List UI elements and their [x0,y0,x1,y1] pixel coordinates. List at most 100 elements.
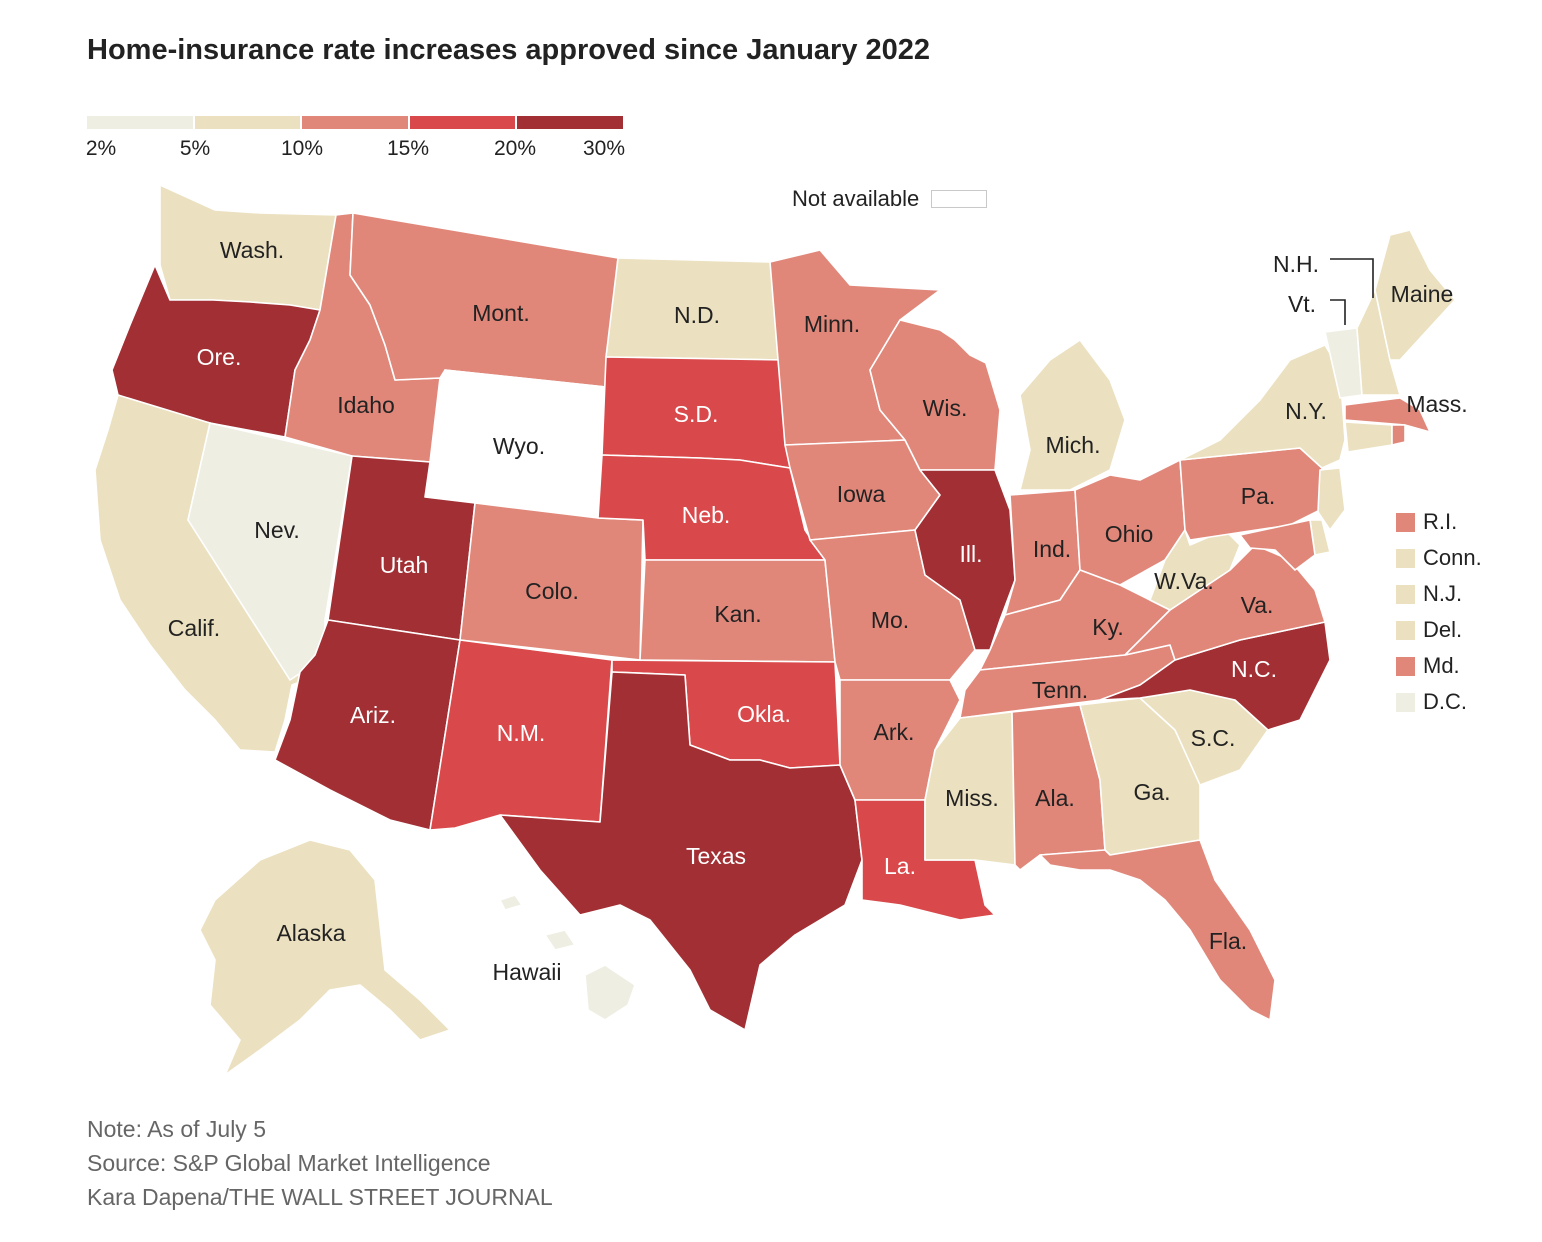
state-label-nd: N.D. [674,302,720,328]
leader-line-nh [1330,258,1374,298]
source-text: Source: S&P Global Market Intelligence [87,1150,491,1176]
state-nh[interactable] [1356,289,1401,396]
state-colo[interactable] [459,502,644,661]
state-hawaii[interactable] [544,929,576,951]
state-label-tenn: Tenn. [1032,677,1088,703]
small-state-swatch [1396,656,1415,676]
state-label-ohio: Ohio [1105,521,1154,547]
small-state-item: Del. [1396,612,1482,648]
small-state-item: N.J. [1396,576,1482,612]
legend-swatch-10-15 [302,116,408,129]
state-label-vt: Vt. [1288,291,1316,317]
state-label-ill: Ill. [960,541,983,567]
state-label-wash: Wash. [220,237,284,263]
chart-title: Home-insurance rate increases approved s… [87,34,931,66]
state-label-nm: N.M. [497,720,546,746]
small-state-label: Conn. [1423,545,1482,570]
state-label-alaska: Alaska [276,920,345,946]
state-label-maine: Maine [1391,281,1454,307]
state-label-ala: Ala. [1035,785,1075,811]
state-label-iowa: Iowa [837,481,886,507]
small-state-swatch [1396,548,1415,568]
state-md[interactable] [1239,519,1316,571]
state-mich[interactable] [1019,339,1126,491]
not-available-label: Not available [792,186,920,211]
state-label-kan: Kan. [714,601,761,627]
state-label-hawaii: Hawaii [492,959,561,985]
state-label-ny: N.Y. [1285,398,1327,424]
state-label-ga: Ga. [1133,779,1170,805]
small-state-swatch [1396,584,1415,604]
state-hawaii[interactable] [499,894,523,911]
not-available-swatch [931,190,988,208]
state-wis[interactable] [869,319,1001,471]
state-ill[interactable] [914,469,1016,651]
state-label-mich: Mich. [1046,432,1101,458]
state-label-ind: Ind. [1033,536,1071,562]
state-label-la: La. [884,853,916,879]
state-label-ariz: Ariz. [350,702,396,728]
state-label-minn: Minn. [804,311,860,337]
state-texas[interactable] [499,671,863,1031]
state-label-wva: W.Va. [1154,568,1214,594]
state-label-nc: N.C. [1231,656,1277,682]
state-label-sc: S.C. [1191,725,1236,751]
credit-text: Kara Dapena/THE WALL STREET JOURNAL [87,1184,553,1210]
note-text: Note: As of July 5 [87,1116,266,1142]
state-alaska[interactable] [199,839,451,1076]
state-label-wyo: Wyo. [493,433,545,459]
state-nj[interactable] [1317,467,1346,531]
state-label-nh: N.H. [1273,251,1319,277]
state-fla[interactable] [1039,839,1276,1021]
legend-swatch-2-5 [87,116,193,129]
state-label-texas: Texas [686,843,746,869]
legend-tick: 20% [493,137,537,160]
legend-tick: 10% [280,137,324,160]
state-label-ore: Ore. [197,344,242,370]
state-wva[interactable] [1149,529,1241,611]
small-state-label: R.I. [1423,509,1458,534]
state-ri[interactable] [1391,424,1406,446]
small-state-label: Md. [1423,653,1460,678]
small-state-label: Del. [1423,617,1463,642]
state-conn[interactable] [1344,421,1393,453]
state-label-utah: Utah [380,552,429,578]
state-label-mass: Mass. [1406,391,1467,417]
state-nc[interactable] [1099,621,1331,731]
state-label-okla: Okla. [737,701,791,727]
state-label-colo: Colo. [525,578,579,604]
state-mass[interactable] [1344,397,1431,433]
small-state-label: D.C. [1423,689,1467,714]
small-state-swatch [1396,620,1415,640]
small-state-item: R.I. [1396,504,1482,540]
state-label-miss: Miss. [945,785,999,811]
state-label-ky: Ky. [1092,614,1124,640]
state-label-mont: Mont. [472,300,530,326]
footnotes: Note: As of July 5 Source: S&P Global Ma… [87,1112,553,1214]
state-label-ark: Ark. [874,719,915,745]
state-label-neb: Neb. [682,502,731,528]
legend-swatch-5-10 [194,116,301,129]
state-label-fla: Fla. [1209,928,1247,954]
small-state-swatch [1396,692,1415,712]
small-state-item: D.C. [1396,684,1482,720]
legend-swatch-15-20 [409,116,516,129]
leader-line-vt [1330,299,1346,325]
legend-swatch-20-30 [517,116,623,129]
leader-lines [1330,258,1374,325]
legend-tick: 30% [582,137,626,160]
state-label-mo: Mo. [871,607,909,633]
state-label-sd: S.D. [674,401,719,427]
color-scale-legend [87,116,623,129]
state-label-pa: Pa. [1241,483,1276,509]
small-state-label: N.J. [1423,581,1463,606]
state-label-idaho: Idaho [337,392,395,418]
state-mich[interactable] [949,314,1051,366]
not-available-legend: Not available [792,186,988,212]
state-label-calif: Calif. [168,615,220,641]
legend-tick: 15% [386,137,430,160]
state-maine[interactable] [1374,229,1456,361]
small-state-item: Md. [1396,648,1482,684]
state-hawaii[interactable] [584,964,636,1021]
